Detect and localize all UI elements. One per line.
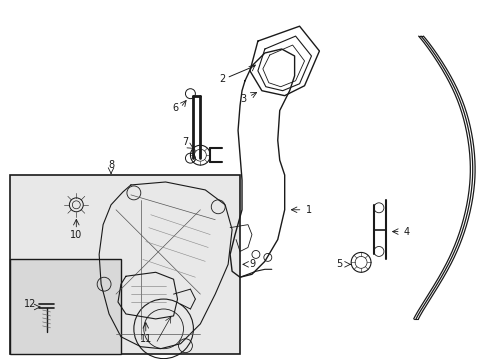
Text: 1: 1 [306,205,313,215]
Text: 4: 4 [404,226,410,237]
Text: 11: 11 [140,334,152,344]
Text: 10: 10 [70,230,82,239]
Text: 5: 5 [336,259,343,269]
Text: 7: 7 [182,137,189,147]
Text: 2: 2 [219,74,225,84]
Text: 6: 6 [172,103,178,113]
Text: 8: 8 [108,160,114,170]
Text: 3: 3 [240,94,246,104]
Text: 9: 9 [249,259,255,269]
Text: 12: 12 [24,299,36,309]
Bar [10,260,121,354]
Bar [10,175,240,354]
